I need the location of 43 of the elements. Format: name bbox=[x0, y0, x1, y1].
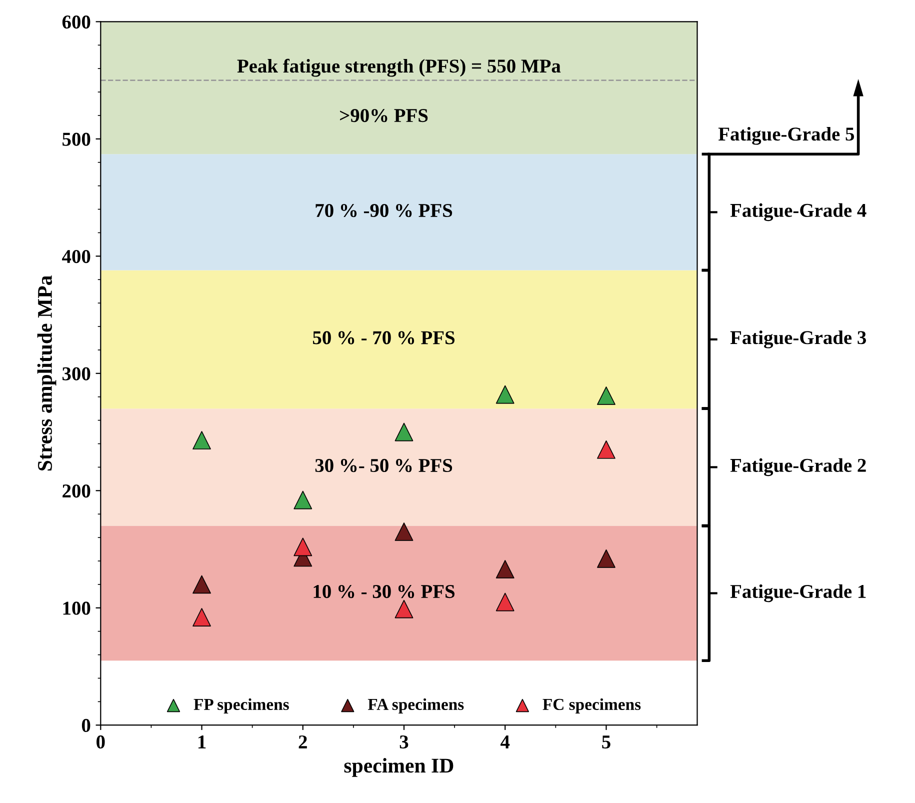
x-tick-label: 3 bbox=[400, 735, 408, 749]
y-tick-label: 300 bbox=[62, 367, 90, 380]
x-axis-title: specimen ID bbox=[344, 758, 454, 777]
text: Fatigue-Grade 5 bbox=[718, 126, 854, 145]
y-tick-label: 400 bbox=[62, 250, 90, 264]
band-label: >90% PFS bbox=[340, 108, 428, 122]
point bbox=[597, 386, 616, 405]
x-tick-label: 1 bbox=[198, 735, 206, 748]
text: Fatigue-Grade 1 bbox=[730, 584, 866, 602]
y-tick-label: 500 bbox=[62, 132, 90, 146]
point bbox=[294, 490, 312, 510]
point bbox=[192, 431, 211, 450]
point bbox=[496, 385, 514, 404]
band-label: 50 % - 70 % PFS bbox=[312, 331, 455, 344]
point bbox=[496, 592, 514, 612]
y-tick-label: 200 bbox=[62, 484, 90, 498]
band-label: 70 % -90 % PFS bbox=[316, 204, 452, 218]
point bbox=[192, 575, 211, 594]
text: Fatigue-Grade 2 bbox=[730, 458, 866, 476]
y-axis-title: Stress amplitude MPa bbox=[37, 276, 56, 470]
x-tick-label: 5 bbox=[602, 736, 610, 749]
y-tick-label: 100 bbox=[63, 602, 90, 615]
x-tick-label: 0 bbox=[96, 735, 105, 749]
point bbox=[394, 600, 414, 618]
point bbox=[294, 538, 312, 556]
legend-label: FC specimens bbox=[542, 698, 641, 714]
ref-line-label: Peak fatigue strength (PFS) = 550 MPa bbox=[237, 58, 561, 77]
text: Fatigue-Grade 4 bbox=[730, 203, 866, 222]
point bbox=[597, 549, 616, 568]
text: Fatigue-Grade 3 bbox=[730, 330, 866, 348]
point bbox=[394, 422, 414, 442]
point bbox=[597, 440, 616, 459]
point bbox=[496, 560, 514, 578]
x-tick-label: 2 bbox=[298, 735, 307, 748]
point bbox=[394, 522, 414, 541]
point bbox=[192, 608, 211, 626]
band-label: 10 % - 30 % PFS bbox=[314, 584, 455, 598]
y-tick-label: 0 bbox=[82, 718, 90, 732]
y-tick-label: 600 bbox=[62, 15, 90, 29]
band-label: 30 %- 50 % PFS bbox=[315, 458, 452, 472]
legend-label: FP specimens bbox=[194, 698, 289, 714]
x-tick-label: 4 bbox=[500, 736, 510, 748]
legend-label: FA specimens bbox=[368, 698, 464, 714]
